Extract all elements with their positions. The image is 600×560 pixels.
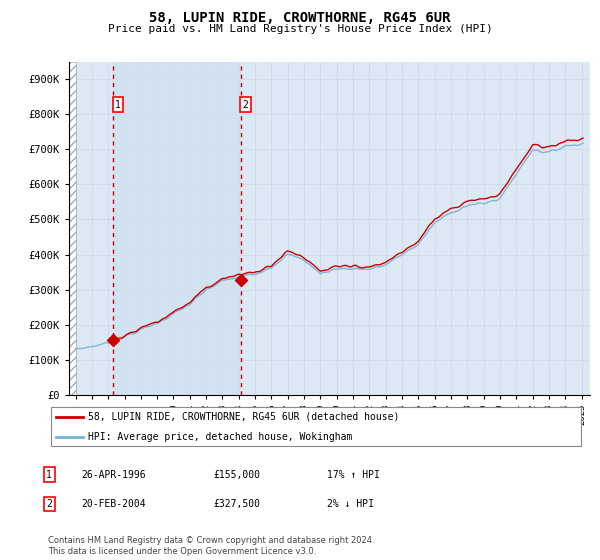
Text: 2: 2 xyxy=(46,499,52,509)
Text: Contains HM Land Registry data © Crown copyright and database right 2024.
This d: Contains HM Land Registry data © Crown c… xyxy=(48,536,374,556)
Text: 2% ↓ HPI: 2% ↓ HPI xyxy=(327,499,374,509)
Text: 17% ↑ HPI: 17% ↑ HPI xyxy=(327,470,380,480)
Text: 20-FEB-2004: 20-FEB-2004 xyxy=(81,499,146,509)
Text: 1: 1 xyxy=(46,470,52,480)
Text: £155,000: £155,000 xyxy=(213,470,260,480)
Text: Price paid vs. HM Land Registry's House Price Index (HPI): Price paid vs. HM Land Registry's House … xyxy=(107,24,493,34)
Bar xyxy=(69,62,76,395)
Bar xyxy=(113,62,241,395)
Bar xyxy=(69,62,76,395)
Text: 2: 2 xyxy=(242,100,248,110)
Text: £327,500: £327,500 xyxy=(213,499,260,509)
Text: HPI: Average price, detached house, Wokingham: HPI: Average price, detached house, Woki… xyxy=(88,432,353,442)
Text: 58, LUPIN RIDE, CROWTHORNE, RG45 6UR (detached house): 58, LUPIN RIDE, CROWTHORNE, RG45 6UR (de… xyxy=(88,412,400,422)
Text: 26-APR-1996: 26-APR-1996 xyxy=(81,470,146,480)
Text: 58, LUPIN RIDE, CROWTHORNE, RG45 6UR: 58, LUPIN RIDE, CROWTHORNE, RG45 6UR xyxy=(149,11,451,25)
Text: 1: 1 xyxy=(115,100,121,110)
FancyBboxPatch shape xyxy=(50,407,581,446)
